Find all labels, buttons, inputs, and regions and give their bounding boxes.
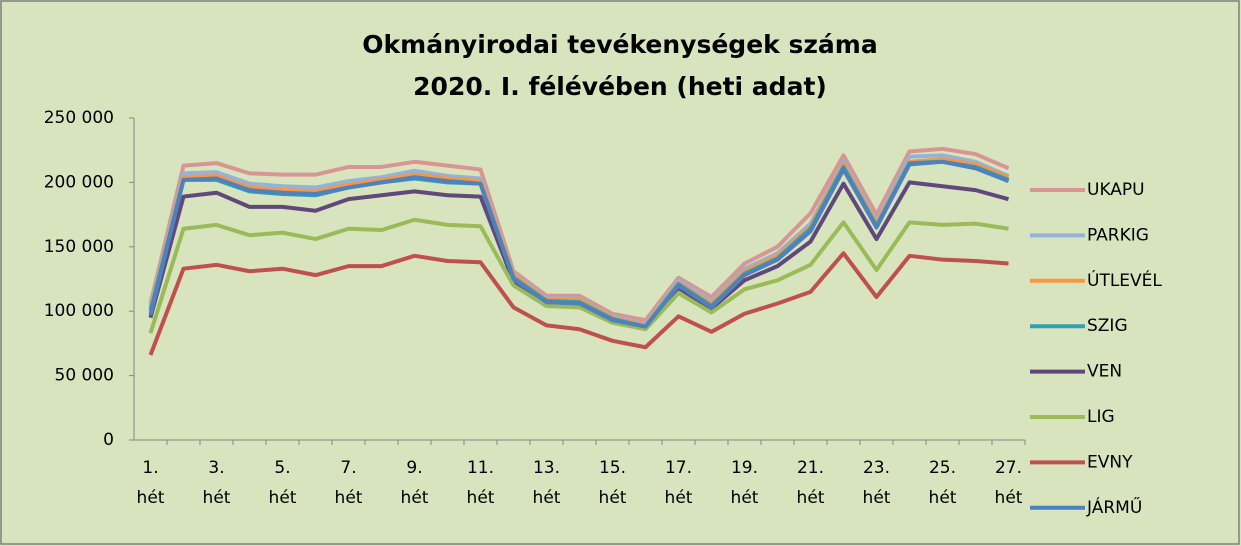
legend-label: SZIG [1087,316,1128,336]
x-tick-label: 27. hét [994,458,1023,508]
legend-label: UKAPU [1087,180,1145,200]
x-tick-label: 21. hét [796,458,825,508]
x-tick-label: 9. hét [400,458,429,508]
x-tick-label: 3. hét [202,458,231,508]
y-tick-label: 250 000 [44,108,114,128]
x-tick-label: 15. hét [598,458,627,508]
x-tick-label: 13. hét [532,458,561,508]
x-tick-label: 1. hét [136,458,165,508]
legend-label: LIG [1087,407,1115,427]
legend-label: PARKIG [1087,225,1149,245]
y-tick-label: 100 000 [44,301,114,321]
y-tick-label: 200 000 [44,172,114,192]
x-tick-label: 23. hét [862,458,891,508]
x-tick-label: 11. hét [466,458,495,508]
series-line [148,251,1009,356]
series-line [148,146,1010,323]
x-tick-label: 19. hét [730,458,759,508]
x-tick-label: 7. hét [334,458,363,508]
y-tick-label: 150 000 [44,237,114,257]
chart-title: 2020. I. félévében (heti adat) [413,72,827,101]
x-tick-label: 25. hét [928,458,957,508]
legend-label: JÁRMŰ [1086,496,1142,518]
legend-label: VEN [1087,362,1122,382]
chart-title: Okmányirodai tevékenységek száma [362,30,877,59]
series-line [148,217,1009,334]
y-tick-label: 50 000 [55,366,114,386]
legend-label: ÚTLEVÉL [1087,269,1162,291]
series-line [148,159,1010,329]
x-tick-label: 5. hét [268,458,297,508]
x-tick-label: 17. hét [664,458,693,508]
y-tick-label: 0 [103,430,114,450]
legend-label: EVNY [1087,452,1133,472]
